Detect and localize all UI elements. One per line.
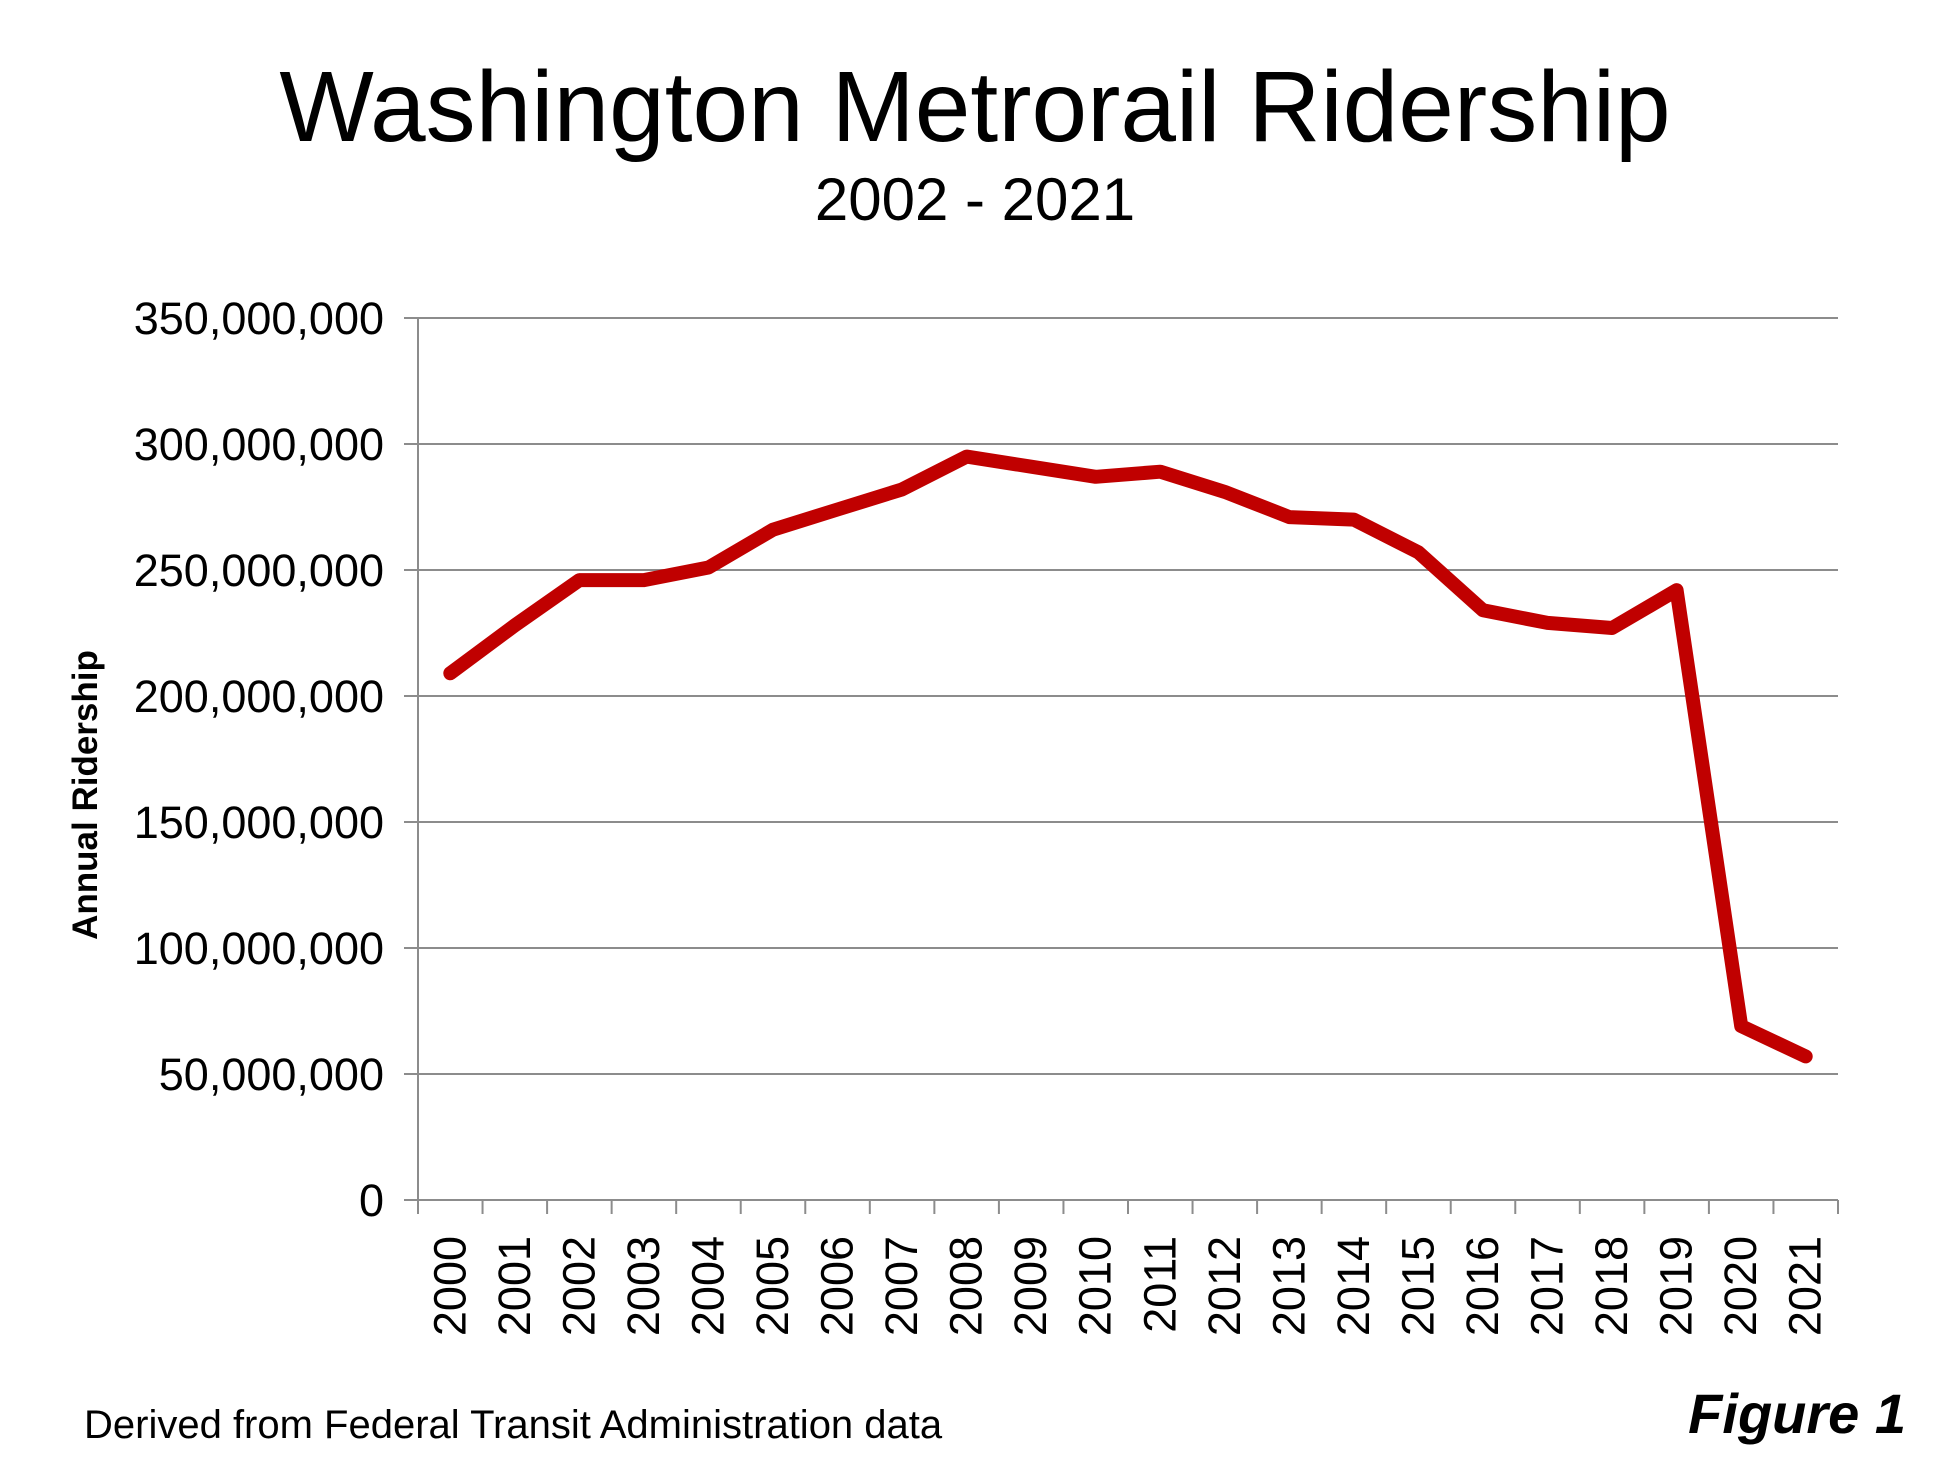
data-point-2021: [1805, 1055, 1807, 1057]
x-tick-label: 2009: [1005, 1236, 1056, 1336]
y-tick-label: 50,000,000: [159, 1049, 384, 1100]
y-tick-label: 0: [359, 1175, 384, 1226]
data-point-2012: [1224, 491, 1226, 493]
x-tick-label: 2017: [1522, 1236, 1573, 1336]
data-point-2016: [1482, 609, 1484, 611]
x-tick-label: 2010: [1070, 1236, 1121, 1336]
x-tick-label: 2004: [682, 1236, 733, 1336]
x-tick-label: 2019: [1651, 1236, 1702, 1336]
data-point-2013: [1288, 516, 1290, 518]
series-layer: [443, 449, 1813, 1064]
x-tick-label: 2020: [1715, 1236, 1766, 1336]
x-tick-label: 2007: [876, 1236, 927, 1336]
data-point-2020: [1740, 1025, 1742, 1027]
data-point-2009: [1030, 466, 1032, 468]
x-tick-label: 2021: [1780, 1236, 1831, 1336]
y-tick-label: 300,000,000: [134, 419, 384, 470]
data-point-2015: [1417, 551, 1419, 553]
x-tick-label: 2012: [1199, 1236, 1250, 1336]
x-tick-label: 2018: [1586, 1236, 1637, 1336]
data-point-2018: [1611, 627, 1613, 629]
x-tick-label: 2015: [1392, 1236, 1443, 1336]
data-point-2000: [449, 672, 451, 674]
x-tick-label: 2014: [1328, 1236, 1379, 1336]
data-point-2010: [1095, 476, 1097, 478]
x-tick-label: 2002: [553, 1236, 604, 1336]
data-point-2006: [837, 509, 839, 511]
y-axis-label: Annual Ridership: [66, 650, 105, 940]
axes: [404, 317, 1839, 1214]
data-point-2007: [901, 488, 903, 490]
x-tick-label: 2016: [1457, 1236, 1508, 1336]
data-point-2001: [514, 624, 516, 626]
x-tick-label: 2008: [941, 1236, 992, 1336]
data-point-2017: [1547, 622, 1549, 624]
data-point-2008: [966, 456, 968, 458]
x-tick-label: 2005: [747, 1236, 798, 1336]
y-tick-label: 150,000,000: [134, 797, 384, 848]
data-point-2011: [1159, 471, 1161, 473]
chart-title: Washington Metrorail Ridership: [279, 51, 1671, 163]
data-point-2002: [578, 579, 580, 581]
gridlines: [418, 317, 1838, 1075]
y-axis-tick-labels: 0 50,000,000 100,000,000 150,000,000 200,000…: [134, 293, 384, 1226]
data-point-2014: [1353, 519, 1355, 521]
y-tick-label: 350,000,000: [134, 293, 384, 344]
x-tick-label: 2000: [424, 1236, 475, 1336]
chart-subtitle: 2002 - 2021: [814, 166, 1136, 233]
series-line: [443, 449, 1813, 1064]
x-tick-label: 2006: [812, 1236, 863, 1336]
data-point-2004: [707, 566, 709, 568]
x-tick-label: 2003: [618, 1236, 669, 1336]
y-tick-label: 100,000,000: [134, 923, 384, 974]
data-point-2003: [643, 579, 645, 581]
x-tick-label: 2011: [1134, 1236, 1185, 1333]
y-tick-label: 250,000,000: [134, 545, 384, 596]
data-point-2019: [1676, 589, 1678, 591]
data-point-2005: [772, 529, 774, 531]
x-axis-tick-labels: 2000 2001 2002 2003 2004 2005 2006 2007 2008 2009…: [424, 1236, 1830, 1336]
figure-label: Figure 1: [1688, 1382, 1906, 1445]
x-tick-label: 2013: [1263, 1236, 1314, 1336]
source-note: Derived from Federal Transit Administrat…: [84, 1403, 943, 1447]
x-tick-label: 2001: [489, 1236, 540, 1336]
y-tick-label: 200,000,000: [134, 671, 384, 722]
